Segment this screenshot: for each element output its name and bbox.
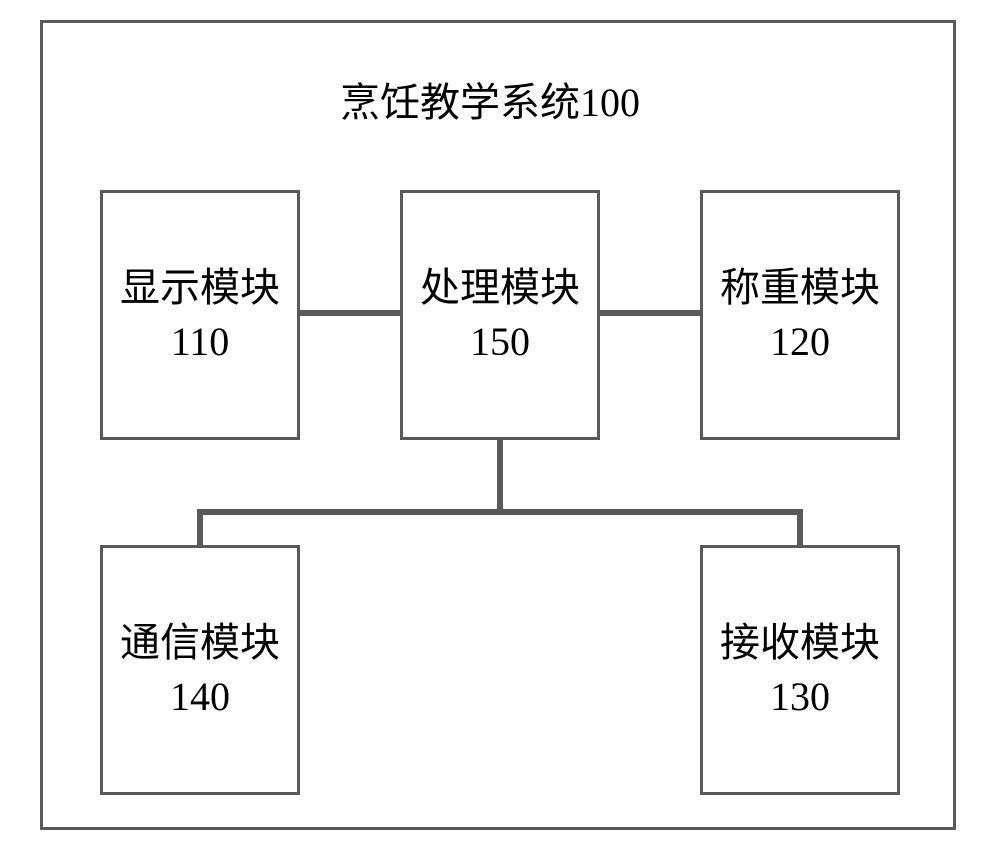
module-comm-label: 通信模块 (120, 616, 280, 670)
module-receive-label: 接收模块 (720, 616, 880, 670)
connector-1 (600, 310, 700, 316)
module-display-label: 显示模块 (120, 261, 280, 315)
module-processing-label: 处理模块 (420, 261, 580, 315)
connector-0 (300, 310, 400, 316)
module-processing-number: 150 (470, 315, 530, 369)
module-processing: 处理模块 150 (400, 190, 600, 440)
connector-3 (197, 509, 803, 515)
module-receive-number: 130 (770, 670, 830, 724)
module-display: 显示模块 110 (100, 190, 300, 440)
module-weighing-label: 称重模块 (720, 261, 880, 315)
module-receive: 接收模块 130 (700, 545, 900, 795)
system-title: 烹饪教学系统100 (340, 70, 640, 128)
connector-5 (797, 509, 803, 545)
module-display-number: 110 (171, 315, 230, 369)
module-weighing-number: 120 (770, 315, 830, 369)
module-comm-number: 140 (170, 670, 230, 724)
module-weighing: 称重模块 120 (700, 190, 900, 440)
connector-4 (197, 509, 203, 545)
module-comm: 通信模块 140 (100, 545, 300, 795)
connector-2 (497, 440, 503, 515)
